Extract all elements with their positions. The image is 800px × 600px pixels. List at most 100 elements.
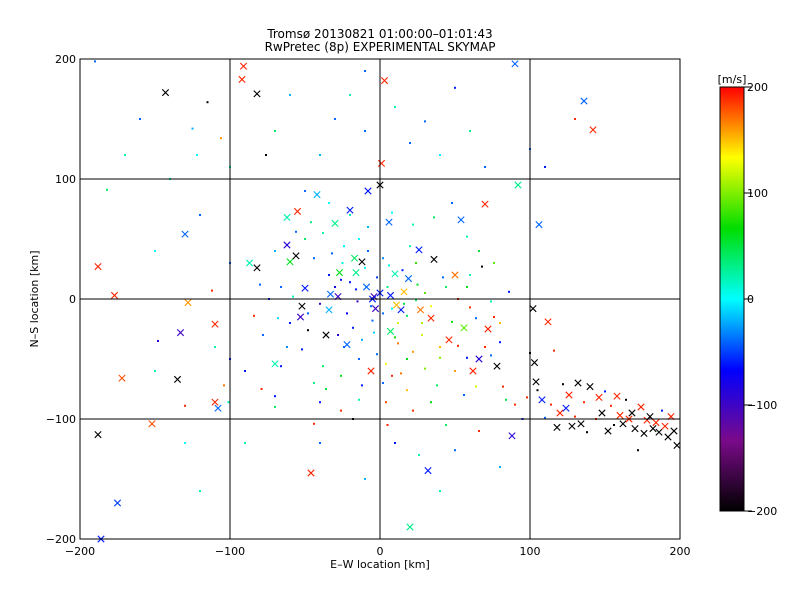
data-point-dot (484, 166, 486, 168)
data-point-cross (577, 420, 585, 428)
data-point-dot (454, 86, 456, 89)
grid-lines (80, 59, 680, 539)
data-point-cross (628, 409, 636, 417)
data-point-cross (245, 259, 254, 267)
data-point-dot (439, 154, 441, 156)
data-point-dot (361, 338, 363, 341)
data-point-cross (184, 299, 192, 307)
data-point-cross (580, 97, 588, 105)
data-point-dot (430, 305, 432, 308)
data-point-cross (664, 433, 672, 441)
data-point-dot (337, 334, 339, 336)
data-point-dot (386, 424, 389, 426)
data-point-dot (401, 269, 404, 272)
x-axis-ticks: −200 −100 0 100 200 (65, 545, 691, 558)
data-point-dot (358, 358, 360, 360)
data-point-dot (313, 422, 315, 425)
data-point-cross (322, 331, 330, 339)
data-point-cross (293, 207, 302, 215)
data-point-cross (598, 409, 606, 417)
data-point-cross (424, 467, 432, 475)
data-point-dot (610, 404, 612, 407)
data-point-cross (94, 431, 102, 439)
data-point-cross (649, 425, 657, 433)
data-point-dot (484, 346, 486, 348)
data-point-dot (478, 250, 480, 252)
data-point-dot (310, 221, 312, 224)
data-point-dot (436, 384, 438, 387)
data-point-cross (113, 499, 122, 507)
data-point-dot (454, 370, 456, 372)
data-point-dot (439, 490, 441, 492)
data-point-dot (481, 265, 483, 268)
data-point-dot (409, 245, 411, 248)
data-point-cross (460, 324, 468, 332)
data-point-dot (349, 94, 351, 96)
y-axis-ticks: −200 −100 0 100 200 (46, 53, 76, 546)
data-point-dot (274, 250, 276, 252)
data-point-dot (328, 274, 330, 276)
data-point-dot (274, 395, 276, 398)
data-point-dot (415, 299, 417, 302)
data-point-dot (394, 442, 396, 444)
data-point-dot (544, 166, 546, 168)
data-point-cross (364, 187, 372, 195)
data-point-dot (289, 322, 291, 324)
data-point-dot (304, 238, 306, 240)
data-point-cross (313, 191, 321, 199)
data-point-dot (373, 331, 375, 334)
data-point-cross (445, 336, 453, 344)
data-point-cross (239, 62, 248, 70)
y-tick-label: −100 (46, 413, 76, 426)
data-point-dot (304, 190, 306, 192)
data-point-dot (478, 430, 480, 432)
data-point-dot (526, 396, 528, 399)
colorbar-tick-label: 200 (747, 81, 768, 94)
data-point-dot (388, 264, 390, 267)
data-point-cross (400, 288, 408, 296)
data-point-cross (553, 423, 561, 431)
data-point-dot (340, 278, 342, 281)
data-point-cross (253, 264, 261, 272)
data-point-cross (616, 411, 624, 419)
data-point-cross (481, 200, 489, 208)
data-point-dot (418, 454, 420, 456)
data-point-cross (457, 216, 465, 224)
data-point-dot (361, 384, 363, 387)
chart-title: Tromsø 20130821 01:00:00–01:01:43 (266, 27, 492, 41)
data-point-dot (139, 118, 141, 120)
data-point-dot (397, 322, 399, 324)
data-point-dot (349, 281, 351, 284)
data-point-dot (259, 283, 261, 286)
data-point-cross (286, 258, 294, 266)
data-point-dot (400, 372, 402, 375)
data-point-dot (439, 356, 441, 359)
data-point-dot (412, 350, 414, 353)
data-point-dot (325, 388, 327, 390)
data-point-dot (493, 262, 495, 264)
data-point-cross (296, 313, 305, 321)
data-point-cross (391, 270, 399, 278)
data-point-cross (392, 301, 401, 309)
data-point-dot (154, 370, 156, 372)
data-point-cross (148, 420, 156, 428)
colorbar-tick-label: −100 (747, 399, 777, 412)
data-point-cross (404, 275, 413, 283)
data-point-dot (274, 130, 276, 132)
data-point-dot (442, 276, 444, 279)
data-point-cross (335, 269, 344, 277)
data-point-dot (499, 322, 501, 324)
data-point-dot (244, 370, 246, 372)
data-point-cross (386, 327, 395, 335)
data-point-dot (184, 404, 186, 407)
data-point-cross (350, 254, 359, 262)
data-point-dot (466, 235, 468, 238)
data-point-dot (331, 252, 333, 255)
data-point-dot (415, 262, 417, 264)
data-point-dot (445, 424, 447, 426)
data-point-cross (508, 432, 516, 440)
data-point-cross (367, 367, 375, 375)
data-point-cross (326, 290, 335, 298)
data-point-cross (631, 425, 639, 433)
data-point-cross (362, 283, 371, 291)
